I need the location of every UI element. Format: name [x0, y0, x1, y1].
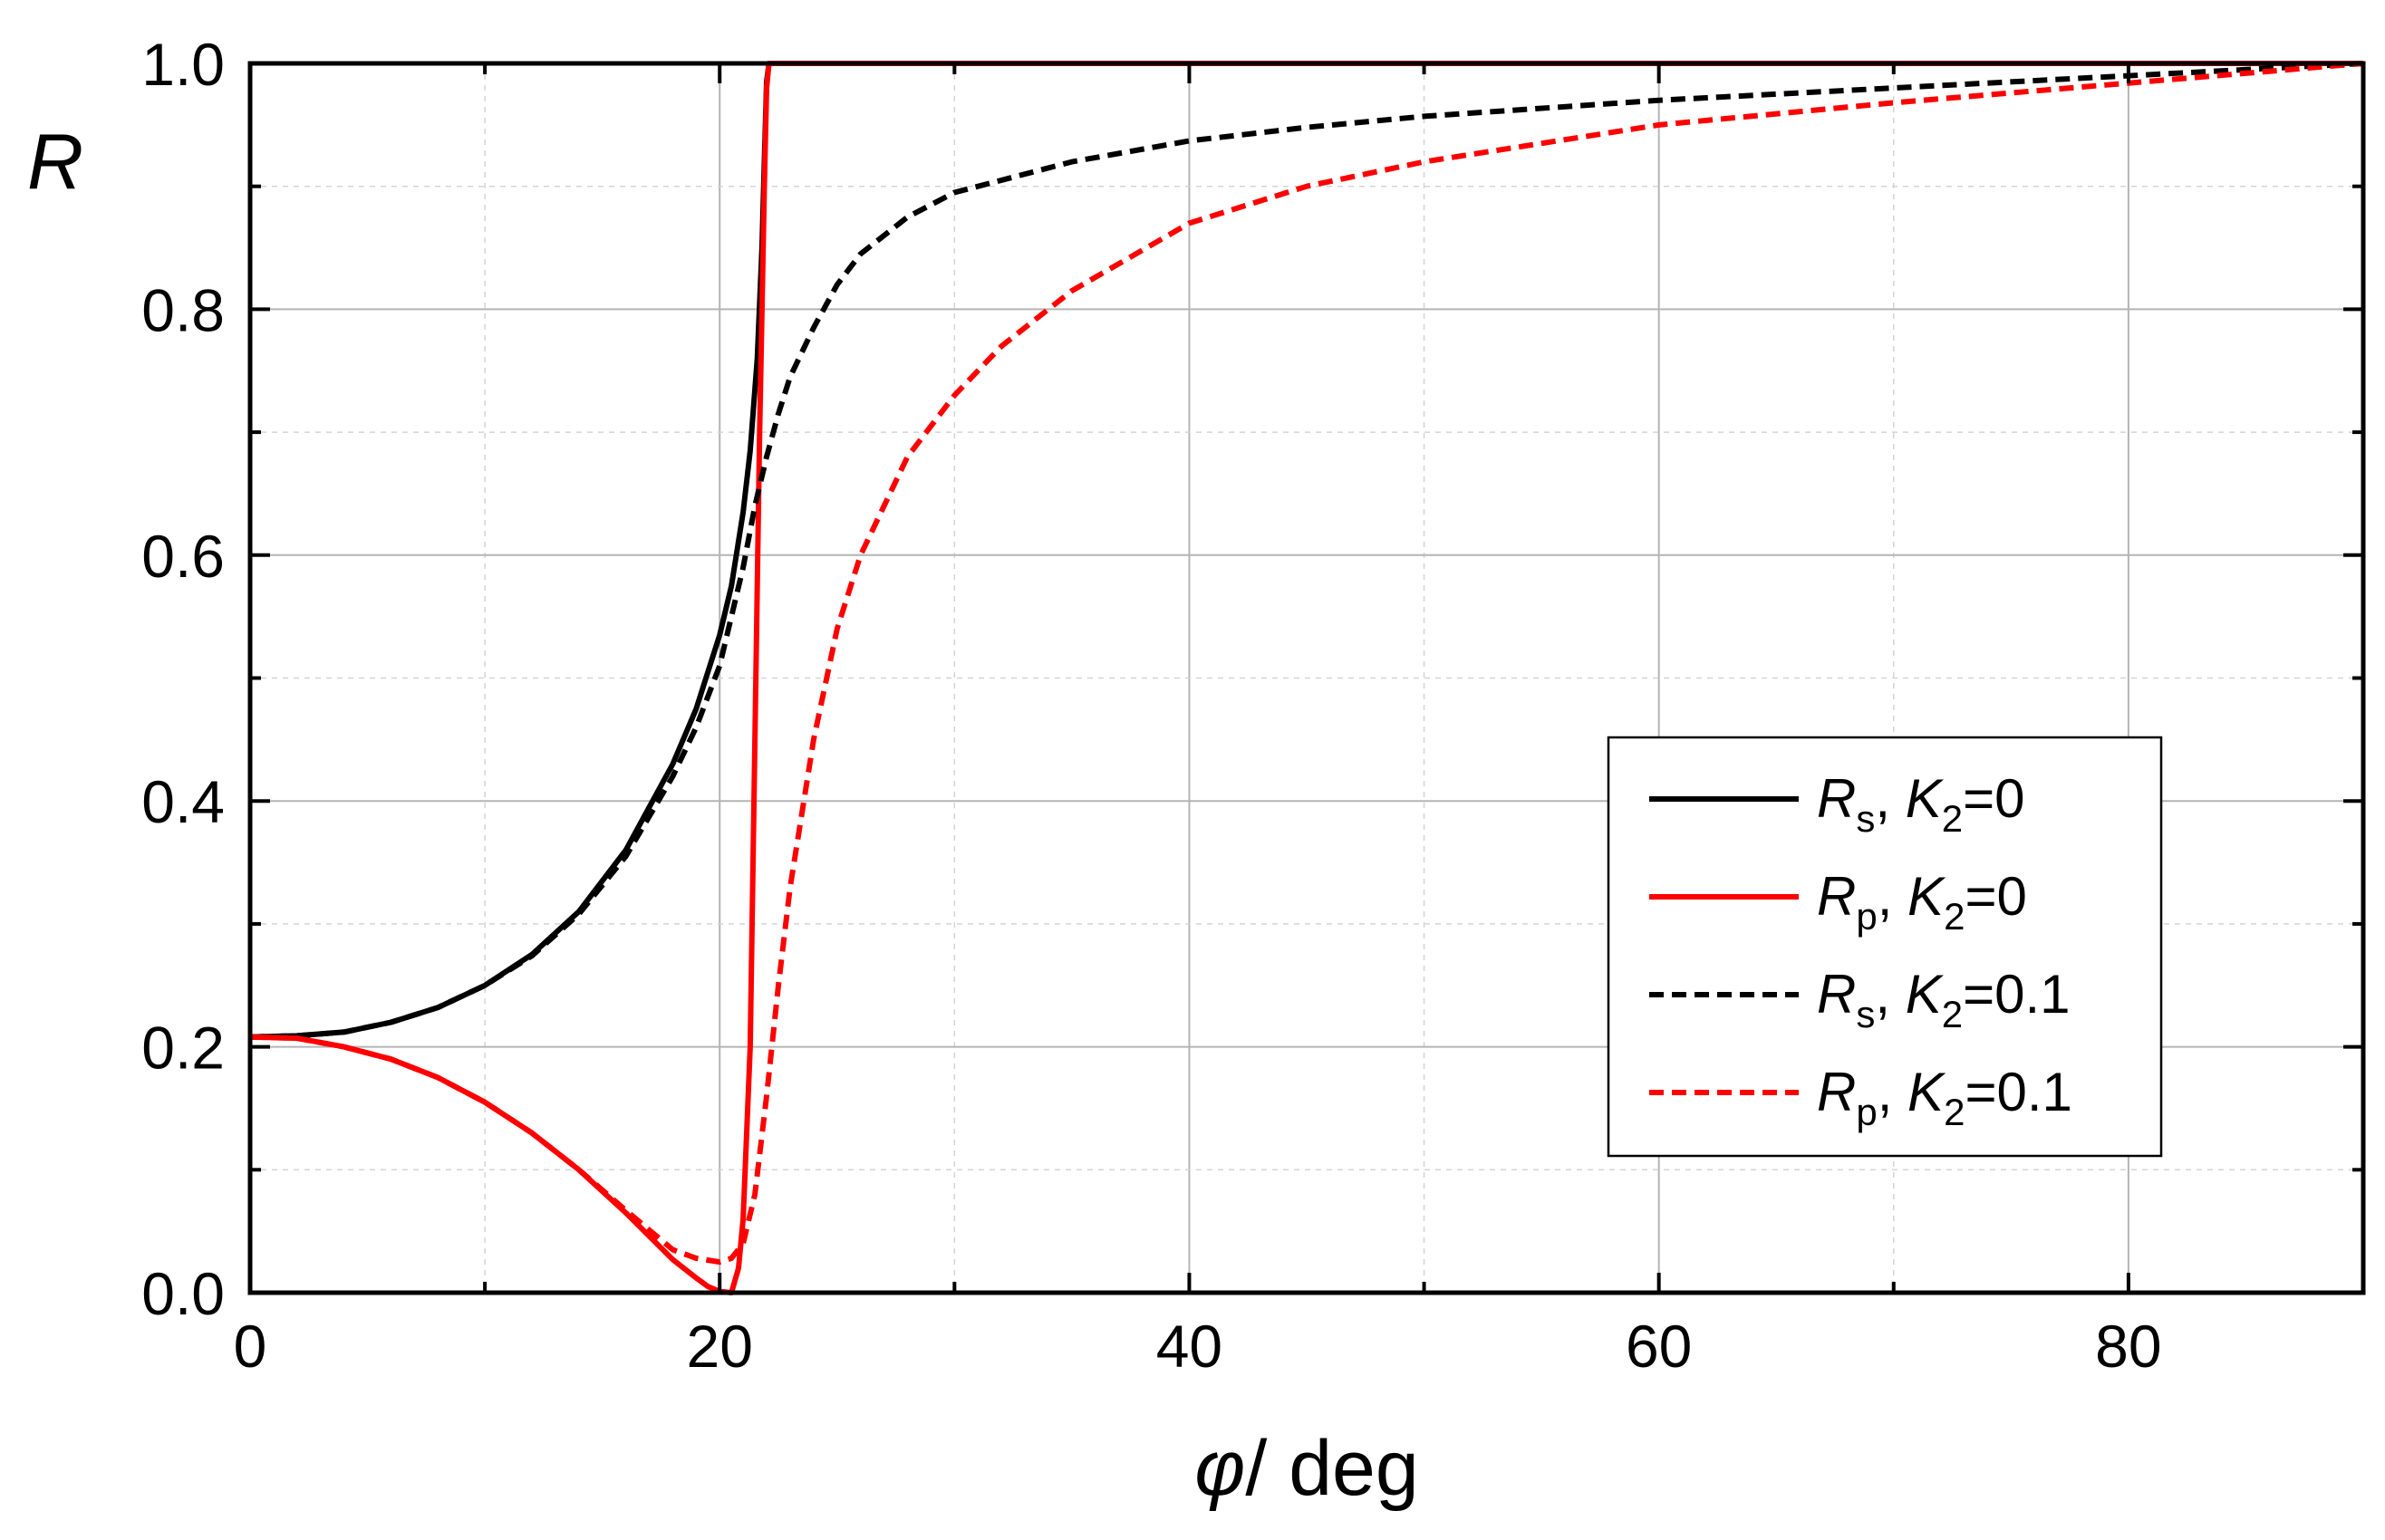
- legend-label-1: Rs, K2=0: [1817, 768, 2025, 840]
- y-tick-label: 0.8: [141, 276, 225, 343]
- legend-label-4: Rp, K2=0.1: [1817, 1062, 2072, 1133]
- x-tick-label: 60: [1626, 1313, 1692, 1380]
- x-tick-label: 20: [687, 1313, 753, 1380]
- series-line-3: [249, 61, 2364, 1040]
- x-axis-title: φ/ deg: [1194, 1425, 1418, 1512]
- x-tick-label: 80: [2095, 1313, 2161, 1380]
- x-tick-label: 40: [1156, 1313, 1222, 1380]
- y-tick-labels: 0.0 0.2 0.4 0.6 0.8 1.0: [141, 31, 225, 1327]
- y-tick-label: 0.0: [141, 1260, 225, 1327]
- x-tick-labels: 0 20 40 60 80: [234, 1313, 2162, 1380]
- x-axis-unit: / deg: [1245, 1425, 1418, 1512]
- legend-label-3: Rs, K2=0.1: [1817, 964, 2071, 1035]
- series-line-4: [249, 61, 2364, 1266]
- y-tick-label: 1.0: [141, 31, 225, 98]
- legend-box: [1607, 736, 2163, 1158]
- x-axis-symbol: φ: [1194, 1425, 1245, 1512]
- y-tick-label: 0.6: [141, 523, 225, 590]
- legend-label-2: Rp, K2=0: [1817, 866, 2027, 938]
- y-axis-title: R: [27, 119, 83, 206]
- y-tick-label: 0.4: [141, 768, 225, 835]
- y-tick-label: 0.2: [141, 1015, 225, 1082]
- legend: Rs, K2=0 Rp, K2=0 Rs, K2=0.1 Rp, K2=0.1: [1607, 736, 2163, 1158]
- axis-ticks: [248, 62, 2365, 1295]
- x-tick-label: 0: [234, 1313, 267, 1380]
